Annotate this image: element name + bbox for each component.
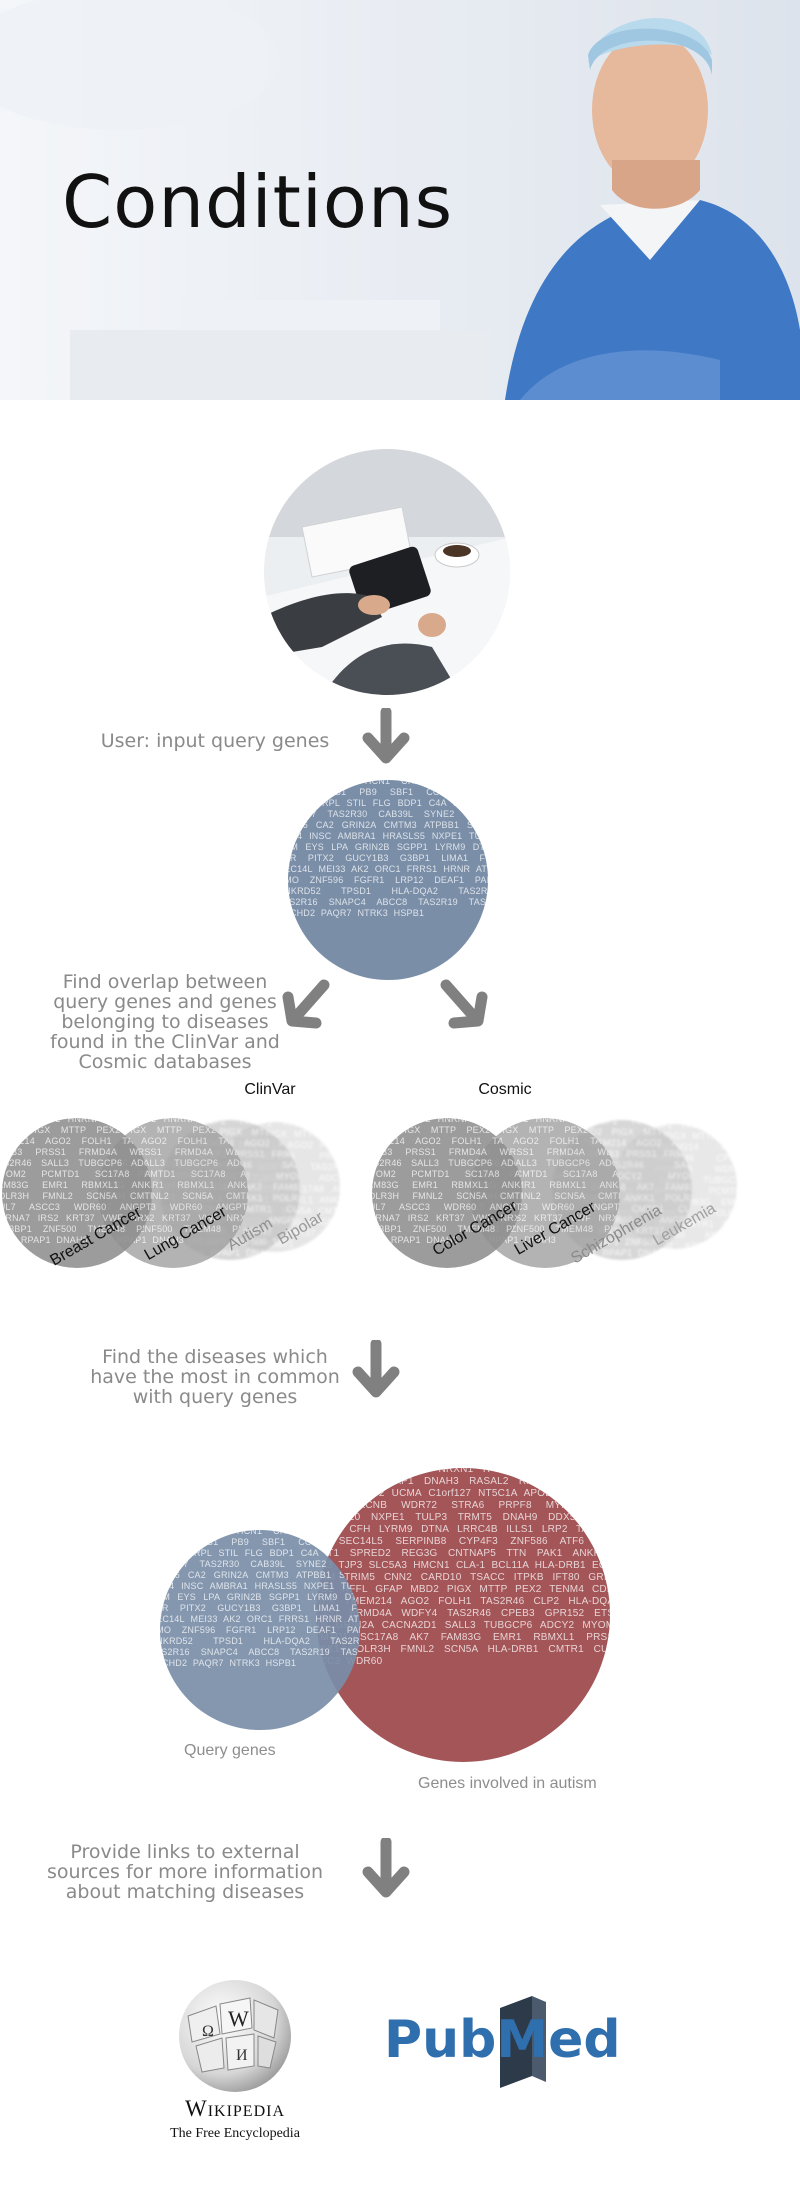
step-overlap-line: found in the ClinVar and: [50, 1031, 280, 1053]
pubmed-wordmark: PubMed: [384, 2010, 621, 2070]
svg-text:W: W: [228, 2006, 249, 2031]
step-links-line: about matching diseases: [65, 1881, 305, 1903]
wikipedia-wordmark: Wikipedia: [184, 2096, 286, 2121]
hero-banner: Conditions: [0, 0, 800, 400]
page-title: Conditions: [62, 160, 454, 244]
arrow-down-icon: [352, 1340, 400, 1398]
autism-genes-text: IRS1 IRS2 KRT37 VWF NRXN1 TP53BP1 ZNF500…: [316, 1468, 610, 1667]
step-common-line: with query genes: [132, 1386, 298, 1408]
autism-genes-circle: IRS1 IRS2 KRT37 VWF NRXN1 TP53BP1 ZNF500…: [316, 1468, 610, 1762]
query-genes-venn-circle: SLC9A2 CLCN2 HCN1 CHL1 FAT2 THBS2 RELN L…: [160, 1530, 360, 1730]
step-overlap-line: Cosmic databases: [78, 1051, 252, 1073]
arrow-down-icon: [362, 1838, 410, 1898]
query-genes-label: Query genes: [184, 1742, 276, 1759]
wikipedia-tagline: The Free Encyclopedia: [170, 2126, 300, 2141]
step-overlap-line: Find overlap between: [62, 971, 268, 993]
pubmed-logo[interactable]: PubMed: [384, 1996, 644, 2088]
clinvar-label: ClinVar: [244, 1081, 296, 1098]
query-genes-circle: SLC9A2 CLCN2 HCN1 CHL1 FAT2 THBS2 RELN L…: [288, 780, 488, 980]
wikipedia-globe-icon: W Ω И: [179, 1980, 291, 2092]
step-input-text: User: input query genes: [100, 730, 330, 752]
svg-text:И: И: [236, 2047, 248, 2064]
disease-circle-color-cancer: RBM14 PCBP2 HNRNPL NF1 GFAP MBD2 PIGX MT…: [372, 1118, 522, 1268]
cosmic-label: Cosmic: [478, 1081, 532, 1098]
step-overlap-line: query genes and genes: [53, 991, 277, 1013]
autism-genes-label: Genes involved in autism: [418, 1775, 597, 1792]
pubmed-book-icon: [500, 1996, 546, 2088]
svg-text:Ω: Ω: [202, 2023, 214, 2040]
arrow-down-right-icon: [440, 979, 488, 1029]
query-genes-venn-text: SLC9A2 CLCN2 HCN1 CHL1 FAT2 THBS2 RELN L…: [160, 1530, 360, 1668]
step-common-line: have the most in common: [90, 1366, 340, 1388]
step-common-line: Find the diseases which: [102, 1346, 328, 1368]
step-overlap-line: belonging to diseases: [61, 1011, 269, 1033]
step-links-line: sources for more information: [46, 1861, 324, 1883]
step-links-line: Provide links to external: [70, 1841, 300, 1863]
wikipedia-logo[interactable]: W Ω И Wikipedia The Free Encyclopedia: [150, 1976, 320, 2146]
step-overlap-text: Find overlap between query genes and gen…: [35, 972, 295, 1072]
step-links-text: Provide links to external sources for mo…: [40, 1842, 330, 1902]
arrow-down-left-icon: [282, 979, 330, 1029]
hero-photo: [0, 0, 800, 400]
step-common-text: Find the diseases which have the most in…: [70, 1347, 360, 1407]
tablet-photo-circle: [264, 449, 510, 695]
arrow-down-icon: [362, 708, 410, 764]
query-genes-text: SLC9A2 CLCN2 HCN1 CHL1 FAT2 THBS2 RELN L…: [288, 780, 488, 918]
disease-circle-breast-cancer: RBM14 PCBP2 HNRNPL NF1 GFAP MBD2 PIGX MT…: [2, 1118, 152, 1268]
